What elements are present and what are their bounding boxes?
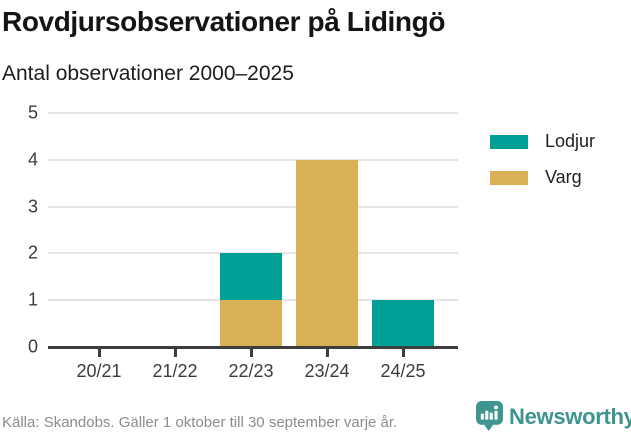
legend-label-varg: Varg xyxy=(545,167,582,187)
x-axis-tick-22-23 xyxy=(250,348,253,357)
y-axis-label-2: 2 xyxy=(27,242,38,263)
y-axis-label-1: 1 xyxy=(27,289,38,310)
x-axis-line xyxy=(48,346,458,349)
gridline-y3 xyxy=(48,205,458,208)
legend: Lodjur Varg xyxy=(490,131,595,203)
chart-subtitle: Antal observationer 2000–2025 xyxy=(2,62,294,85)
x-axis-label-24-25: 24/25 xyxy=(380,361,426,381)
legend-label-lodjur: Lodjur xyxy=(545,131,596,151)
x-axis-label-20-21: 20/21 xyxy=(76,361,122,381)
x-axis-label-22-23: 22/23 xyxy=(228,361,274,381)
gridline-y5 xyxy=(48,112,458,114)
x-axis-tick-24-25 xyxy=(402,348,405,357)
legend-swatch-lodjur xyxy=(490,134,528,149)
x-axis-tick-20-21 xyxy=(98,348,101,357)
newsworthy-logo: Newsworthy xyxy=(476,401,631,431)
newsworthy-wordmark: Newsworthy xyxy=(509,404,631,429)
x-axis-tick-23-24 xyxy=(326,348,329,357)
y-axis-label-5: 5 xyxy=(27,102,38,123)
chart-title: Rovdjursobservationer på Lidingö xyxy=(2,6,446,37)
legend-item-lodjur: Lodjur xyxy=(490,131,595,152)
x-axis-label-21-22: 21/22 xyxy=(152,361,198,381)
x-axis-tick-21-22 xyxy=(174,348,177,357)
y-axis-label-4: 4 xyxy=(27,149,38,170)
y-axis-label-0: 0 xyxy=(27,336,38,357)
legend-swatch-varg xyxy=(490,170,528,185)
bar-varg-22-23 xyxy=(220,300,282,347)
x-axis-label-23-24: 23/24 xyxy=(304,361,350,381)
bar-lodjur-24-25 xyxy=(372,300,434,347)
y-axis-label-3: 3 xyxy=(27,196,38,217)
source-note: Källa: Skandobs. Gäller 1 oktober till 3… xyxy=(2,414,398,431)
newsworthy-bubble-chart-icon xyxy=(476,401,503,431)
bar-lodjur-22-23 xyxy=(220,253,282,301)
gridline-y4 xyxy=(48,158,458,161)
legend-item-varg: Varg xyxy=(490,167,595,188)
bar-varg-23-24 xyxy=(296,159,358,347)
